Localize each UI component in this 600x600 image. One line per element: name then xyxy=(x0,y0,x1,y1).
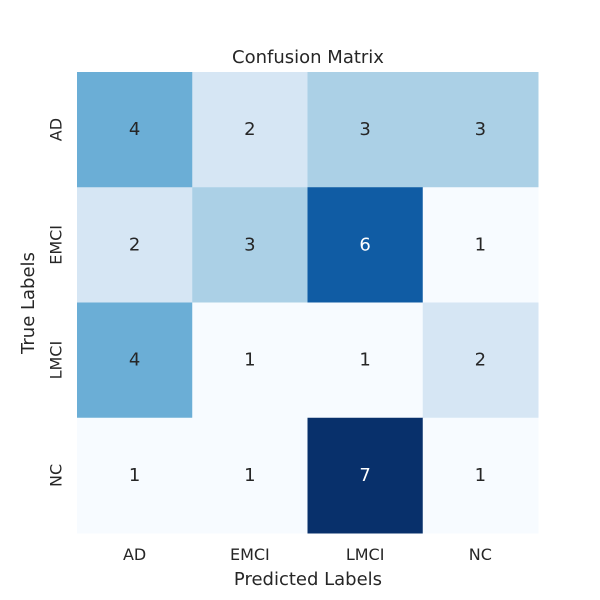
heatmap-cell xyxy=(307,187,424,303)
cell-value-label: 2 xyxy=(244,119,255,140)
cell-value-label: 2 xyxy=(475,350,486,371)
heatmap-cell xyxy=(192,417,308,534)
heatmap-cell xyxy=(77,417,193,534)
cell-value-label: 2 xyxy=(129,234,140,255)
cell-value-label: 1 xyxy=(475,234,486,255)
heatmap-cell xyxy=(77,187,193,303)
heatmap-cell-labels: 4 2 3 3 2 3 6 1 4 1 1 2 1 1 7 1 xyxy=(129,119,486,486)
x-tick-labels: AD EMCI LMCI NC xyxy=(123,545,492,564)
heatmap-cell xyxy=(192,302,308,419)
heatmap-cell xyxy=(422,302,539,419)
x-tick-label: LMCI xyxy=(346,545,385,564)
heatmap-cells xyxy=(77,72,539,534)
y-tick-label: EMCI xyxy=(47,225,66,265)
x-tick-label: NC xyxy=(469,545,492,564)
cell-value-label: 6 xyxy=(359,234,370,255)
x-tick-label: EMCI xyxy=(230,545,270,564)
cell-value-label: 1 xyxy=(244,465,255,486)
y-tick-label: LMCI xyxy=(47,341,66,380)
x-tick-label: AD xyxy=(123,545,146,564)
cell-value-label: 1 xyxy=(359,350,370,371)
cell-value-label: 4 xyxy=(129,119,140,140)
cell-value-label: 7 xyxy=(359,465,370,486)
heatmap-cell xyxy=(422,417,539,534)
cell-value-label: 4 xyxy=(129,350,140,371)
cell-value-label: 3 xyxy=(475,119,486,140)
cell-value-label: 3 xyxy=(359,119,370,140)
heatmap-cell xyxy=(307,417,424,534)
cell-value-label: 1 xyxy=(244,350,255,371)
heatmap-cell xyxy=(307,302,424,419)
y-tick-label: AD xyxy=(47,118,66,141)
cell-value-label: 3 xyxy=(244,234,255,255)
heatmap-cell xyxy=(192,187,308,303)
heatmap-cell xyxy=(307,72,424,188)
heatmap-cell xyxy=(192,72,308,188)
x-axis-label: Predicted Labels xyxy=(234,569,382,590)
y-tick-labels: AD EMCI LMCI NC xyxy=(47,118,66,487)
cell-value-label: 1 xyxy=(475,465,486,486)
heatmap-cell xyxy=(77,302,193,419)
y-tick-label: NC xyxy=(47,464,66,487)
heatmap-cell xyxy=(422,72,539,188)
y-axis-label: True Labels xyxy=(18,252,39,355)
heatmap-cell xyxy=(77,72,193,188)
heatmap-cell xyxy=(422,187,539,303)
cell-value-label: 1 xyxy=(129,465,140,486)
chart-title: Confusion Matrix xyxy=(232,47,384,68)
